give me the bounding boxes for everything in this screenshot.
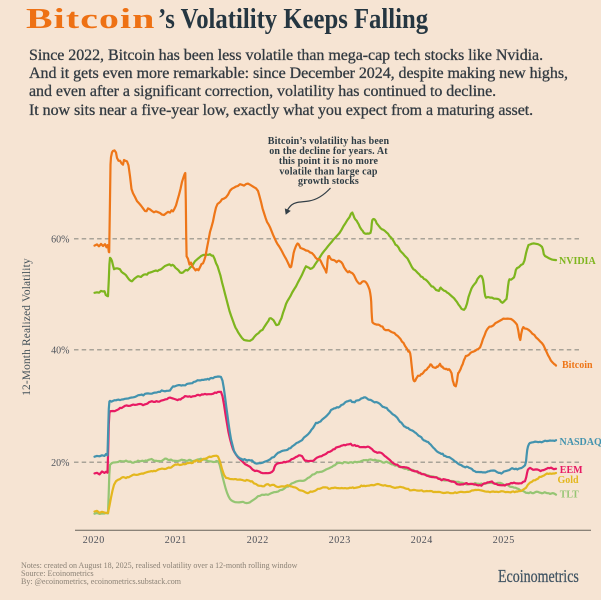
svg-text:2022: 2022 [247,535,269,546]
svg-text:40%: 40% [51,346,69,357]
svg-text:12-Month Realized Volatility: 12-Month Realized Volatility [21,258,33,396]
svg-text:TLT: TLT [560,490,579,501]
svg-text:on the decline for years. At: on the decline for years. At [269,146,388,157]
svg-text:volatile than large cap: volatile than large cap [279,166,377,177]
svg-text:Gold: Gold [558,475,580,486]
svg-text:growth stocks: growth stocks [298,176,359,187]
svg-text:2023: 2023 [329,535,351,546]
svg-text:2020: 2020 [83,535,105,546]
svg-text:EEM: EEM [560,465,583,476]
svg-text:NASDAQ: NASDAQ [560,437,601,448]
svg-text:2024: 2024 [411,535,433,546]
svg-text:NVIDIA: NVIDIA [559,256,596,267]
svg-text:2025: 2025 [493,535,515,546]
svg-text:this point it is no more: this point it is no more [279,156,379,167]
svg-text:2021: 2021 [165,535,187,546]
svg-text:Bitcoin: Bitcoin [562,360,593,371]
svg-text:Bitcoin’s volatility has been: Bitcoin’s volatility has been [268,136,390,147]
svg-text:20%: 20% [51,458,69,469]
svg-text:60%: 60% [51,235,69,246]
